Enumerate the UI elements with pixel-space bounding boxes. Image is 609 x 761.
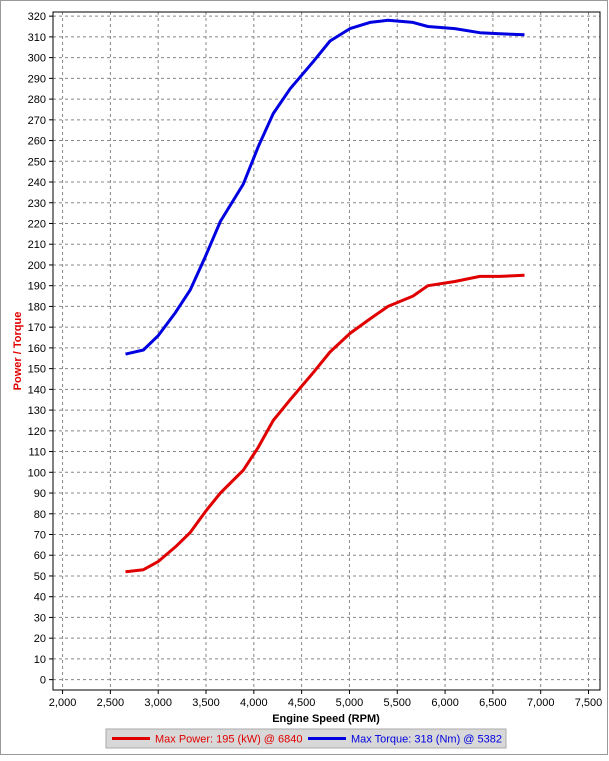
y-tick-label: 290 — [28, 73, 46, 85]
y-tick-label: 70 — [34, 529, 46, 541]
y-tick-label: 200 — [28, 260, 46, 272]
x-tick-label: 4,000 — [240, 697, 268, 709]
x-tick-label: 6,000 — [431, 697, 459, 709]
x-tick-label: 6,500 — [479, 697, 507, 709]
y-tick-label: 310 — [28, 32, 46, 44]
series-line — [125, 18, 525, 356]
legend-items: Max Power: 195 (kW) @ 6840 Max Torque: 31… — [112, 734, 502, 746]
y-tick-label: 80 — [34, 509, 46, 521]
y-tick-label: 90 — [34, 488, 46, 500]
plot-border — [52, 11, 601, 691]
y-tick-label: 160 — [28, 343, 46, 355]
legend-label: Max Power: 195 (kW) @ 6840 — [155, 734, 303, 746]
x-tick-label: 5,500 — [384, 697, 412, 709]
series-line — [125, 273, 525, 574]
y-tick-label: 30 — [34, 612, 46, 624]
y-tick-label: 120 — [28, 426, 46, 438]
x-tick-label: 7,500 — [575, 697, 603, 709]
x-tick-label: 5,000 — [336, 697, 364, 709]
y-tick-label: 150 — [28, 364, 46, 376]
y-tick-label: 130 — [28, 405, 46, 417]
y-tick-label: 140 — [28, 384, 46, 396]
y-tick-label: 50 — [34, 571, 46, 583]
y-tick-label: 10 — [34, 654, 46, 666]
y-tick-label: 260 — [28, 136, 46, 148]
y-tick-label: 300 — [28, 53, 46, 65]
x-tick-label: 4,500 — [288, 697, 316, 709]
x-axis-title: Engine Speed (RPM) — [272, 713, 380, 725]
y-tick-label: 40 — [34, 592, 46, 604]
y-axis-title: Power / Torque — [12, 312, 24, 391]
lines — [125, 18, 525, 574]
x-tick-label: 3,000 — [144, 697, 172, 709]
y-tick-label: 110 — [28, 447, 46, 459]
x-tick-label: 2,500 — [97, 697, 125, 709]
x-tick-label: 3,500 — [192, 697, 220, 709]
y-tick-label: 60 — [34, 550, 46, 562]
legend-label: Max Torque: 318 (Nm) @ 5382 — [351, 734, 502, 746]
y-tick-label: 190 — [28, 281, 46, 293]
y-tick-label: 0 — [40, 675, 46, 687]
y-tick-label: 230 — [28, 198, 46, 210]
y-tick-label: 280 — [28, 94, 46, 106]
y-tick-label: 170 — [28, 322, 46, 334]
y-tick-label: 210 — [28, 239, 46, 251]
y-tick-label: 220 — [28, 218, 46, 230]
y-tick-label: 320 — [28, 11, 46, 23]
y-tick-label: 20 — [34, 633, 46, 645]
y-tick-label: 250 — [28, 156, 46, 168]
legend — [105, 728, 507, 749]
y-tick-label: 180 — [28, 301, 46, 313]
y-tick-label: 270 — [28, 115, 46, 127]
y-tick-label: 240 — [28, 177, 46, 189]
x-tick-label: 2,000 — [49, 697, 77, 709]
x-tick-label: 7,000 — [527, 697, 555, 709]
y-tick-label: 100 — [28, 467, 46, 479]
